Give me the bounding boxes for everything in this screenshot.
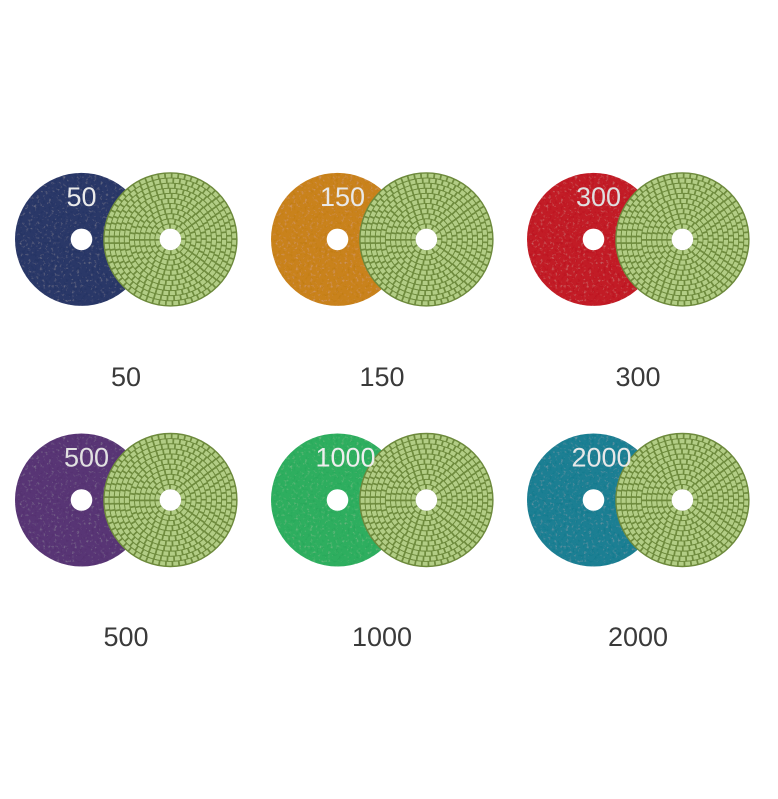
svg-text:50: 50 — [111, 362, 141, 392]
svg-text:50: 50 — [66, 182, 96, 212]
svg-text:150: 150 — [320, 182, 365, 212]
svg-text:1000: 1000 — [352, 622, 412, 652]
svg-text:300: 300 — [615, 362, 660, 392]
svg-text:150: 150 — [359, 362, 404, 392]
svg-text:500: 500 — [64, 443, 109, 473]
svg-text:300: 300 — [576, 182, 621, 212]
svg-text:2000: 2000 — [571, 443, 631, 473]
svg-text:500: 500 — [103, 622, 148, 652]
svg-text:1000: 1000 — [315, 443, 375, 473]
svg-text:2000: 2000 — [608, 622, 668, 652]
